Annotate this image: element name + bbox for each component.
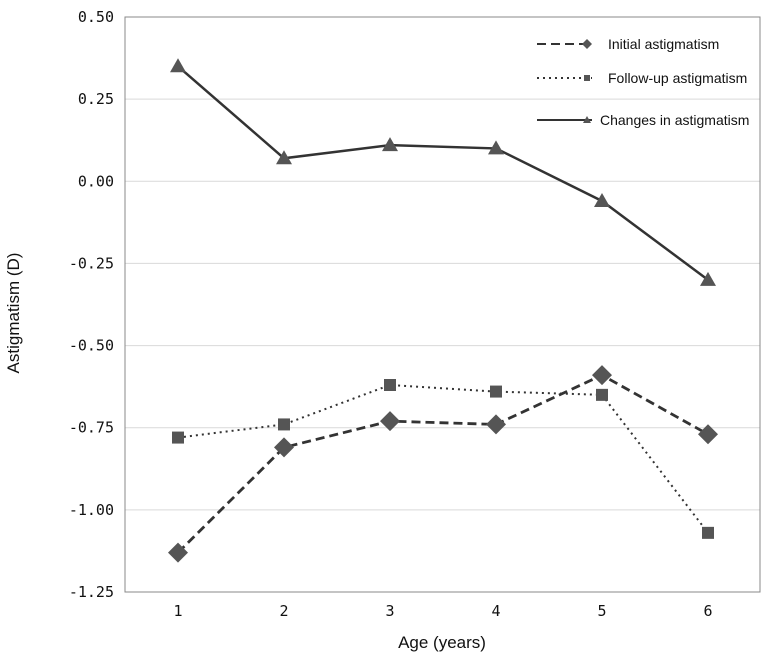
- data-point-square: [490, 385, 502, 398]
- legend-label: Changes in astigmatism: [600, 112, 749, 128]
- y-tick-label: -0.75: [69, 419, 114, 437]
- data-point-diamond: [592, 365, 612, 386]
- data-point-square: [702, 526, 714, 539]
- y-tick-label: 0.50: [78, 8, 114, 26]
- data-point-square: [278, 418, 290, 431]
- data-point-triangle: [276, 150, 292, 165]
- data-point-square: [172, 431, 184, 444]
- legend-marker-square: [584, 75, 590, 81]
- plot-area-border: [124, 16, 761, 593]
- data-point-triangle: [170, 58, 186, 73]
- x-tick-label: 1: [173, 602, 182, 620]
- series-square: [172, 379, 714, 539]
- data-point-diamond: [168, 542, 188, 563]
- legend-marker-diamond: [582, 39, 592, 49]
- legend-label: Initial astigmatism: [608, 36, 719, 52]
- y-tick-label: -0.50: [69, 337, 114, 355]
- data-point-diamond: [698, 424, 718, 445]
- legend-marker-triangle: [583, 116, 591, 123]
- data-point-triangle: [700, 271, 716, 286]
- x-tick-label: 6: [703, 602, 712, 620]
- data-point-triangle: [382, 137, 398, 152]
- legend-item: Follow-up astigmatism: [537, 70, 747, 86]
- gridlines: [125, 98, 760, 511]
- y-tick-label: -0.25: [69, 254, 114, 272]
- y-tick-label: -1.25: [69, 583, 114, 601]
- y-axis-title: Astigmatism (D): [4, 253, 23, 374]
- x-tick-label: 3: [385, 602, 394, 620]
- x-tick-labels: 1 2 3 4 5 6: [173, 602, 712, 620]
- y-tick-label: 0.00: [78, 172, 114, 190]
- data-point-square: [596, 388, 608, 401]
- data-point-diamond: [380, 411, 400, 432]
- y-tick-label: 0.25: [78, 90, 114, 108]
- data-point-diamond: [486, 414, 506, 435]
- series-line: [177, 65, 709, 281]
- series-layer: [168, 58, 718, 563]
- legend-item: Changes in astigmatism: [537, 112, 749, 128]
- series-triangle: [170, 58, 716, 286]
- data-point-square: [384, 379, 396, 391]
- x-axis-title: Age (years): [398, 633, 486, 652]
- data-point-triangle: [594, 193, 610, 207]
- y-tick-labels: 0.50 0.25 0.00 -0.25 -0.50 -0.75 -1.00 -1.25: [69, 8, 114, 601]
- y-tick-label: -1.00: [69, 501, 114, 519]
- legend: Initial astigmatism Follow-up astigmatism…: [537, 36, 749, 128]
- x-tick-label: 4: [491, 602, 500, 620]
- series-line: [177, 373, 709, 554]
- data-point-diamond: [274, 437, 294, 458]
- legend-label: Follow-up astigmatism: [608, 70, 747, 86]
- x-tick-label: 2: [279, 602, 288, 620]
- series-line: [177, 383, 709, 534]
- data-point-triangle: [488, 140, 504, 155]
- legend-item: Initial astigmatism: [537, 36, 719, 52]
- x-tick-label: 5: [597, 602, 606, 620]
- series-diamond: [168, 365, 718, 563]
